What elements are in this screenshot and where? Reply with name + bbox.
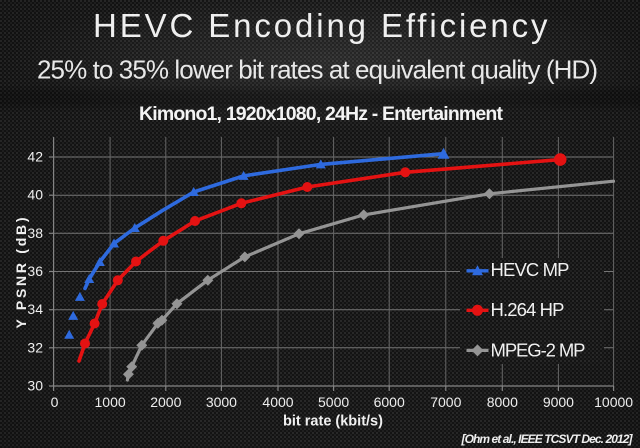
- svg-text:34: 34: [27, 301, 43, 317]
- svg-text:2000: 2000: [150, 394, 181, 410]
- svg-text:Kimono1, 1920x1080, 24Hz - Ent: Kimono1, 1920x1080, 24Hz - Entertainment: [139, 103, 504, 125]
- svg-text:9000: 9000: [543, 394, 574, 410]
- svg-text:6000: 6000: [374, 394, 405, 410]
- svg-text:7000: 7000: [430, 394, 461, 410]
- svg-text:30: 30: [27, 378, 43, 394]
- svg-text:bit rate (kbit/s): bit rate (kbit/s): [283, 414, 383, 430]
- svg-text:40: 40: [27, 187, 43, 203]
- svg-text:25% to 35% lower bit rates at: 25% to 35% lower bit rates at equivalent…: [37, 55, 598, 85]
- svg-text:10000: 10000: [594, 394, 633, 410]
- svg-text:36: 36: [27, 263, 43, 279]
- svg-text:1000: 1000: [95, 394, 126, 410]
- svg-text:H.264 HP: H.264 HP: [491, 299, 565, 320]
- svg-text:38: 38: [27, 225, 43, 241]
- svg-text:5000: 5000: [318, 394, 349, 410]
- svg-text:3000: 3000: [206, 394, 237, 410]
- svg-text:HEVC MP: HEVC MP: [491, 259, 570, 280]
- svg-text:32: 32: [27, 339, 43, 355]
- svg-text:0: 0: [51, 394, 59, 410]
- svg-text:[Ohm et al., IEEE TCSVT Dec. 2: [Ohm et al., IEEE TCSVT Dec. 2012]: [461, 432, 634, 446]
- svg-text:Y PSNR (dB): Y PSNR (dB): [13, 218, 29, 329]
- svg-text:HEVC Encoding Efficiency: HEVC Encoding Efficiency: [93, 7, 548, 44]
- svg-text:MPEG-2 MP: MPEG-2 MP: [491, 340, 586, 361]
- svg-text:42: 42: [27, 149, 43, 165]
- svg-text:4000: 4000: [262, 394, 293, 410]
- svg-text:8000: 8000: [487, 394, 518, 410]
